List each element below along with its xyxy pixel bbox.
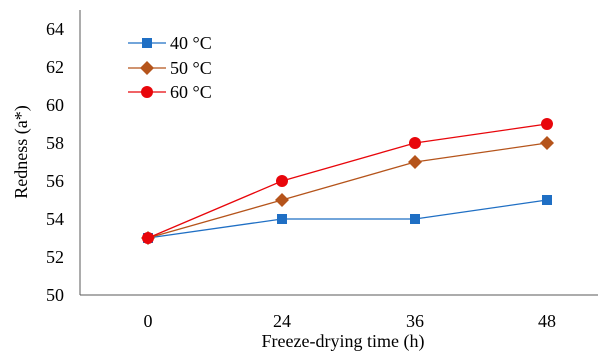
series-3 (142, 118, 553, 244)
series-line (147, 142, 548, 239)
legend-entry: 40 °C (128, 33, 212, 53)
series-line (147, 199, 548, 239)
data-point (277, 214, 287, 224)
series (141, 118, 554, 245)
legend-label: 40 °C (170, 33, 212, 53)
data-point (541, 118, 553, 130)
legend: 40 °C 50 °C 60 °C (128, 33, 212, 102)
y-tick-label: 62 (46, 57, 64, 77)
data-point (410, 214, 420, 224)
data-point (542, 195, 552, 205)
series-1 (143, 195, 552, 243)
legend-entry: 50 °C (128, 58, 212, 78)
x-axis-title: Freeze-drying time (h) (262, 331, 425, 352)
data-point (276, 175, 288, 187)
y-axis-title: Redness (a*) (11, 105, 32, 198)
series-2 (141, 136, 554, 245)
y-tick-label: 58 (46, 133, 64, 153)
y-tick-label: 54 (46, 209, 64, 229)
axes (79, 10, 598, 296)
y-tick-label: 50 (46, 285, 64, 305)
data-point (275, 193, 289, 207)
series-line (147, 123, 548, 239)
y-tick-label: 60 (46, 95, 64, 115)
legend-marker (142, 38, 152, 48)
legend-label: 50 °C (170, 58, 212, 78)
x-tick-label: 48 (538, 311, 556, 331)
data-point (408, 155, 422, 169)
data-point (540, 136, 554, 150)
x-tick-label: 36 (406, 311, 424, 331)
legend-entry: 60 °C (128, 82, 212, 102)
legend-label: 60 °C (170, 82, 212, 102)
data-point (142, 232, 154, 244)
x-tick-label: 24 (273, 311, 291, 331)
x-tick-label: 0 (144, 311, 153, 331)
y-tick-label: 56 (46, 171, 64, 191)
legend-marker (140, 61, 154, 75)
legend-marker (141, 86, 153, 98)
data-point (409, 137, 421, 149)
y-tick-label: 52 (46, 247, 64, 267)
y-tick-label: 64 (46, 19, 64, 39)
x-tick-labels: 0 24 36 48 (144, 311, 557, 331)
y-tick-labels: 50 52 54 56 58 60 62 64 (46, 19, 64, 305)
